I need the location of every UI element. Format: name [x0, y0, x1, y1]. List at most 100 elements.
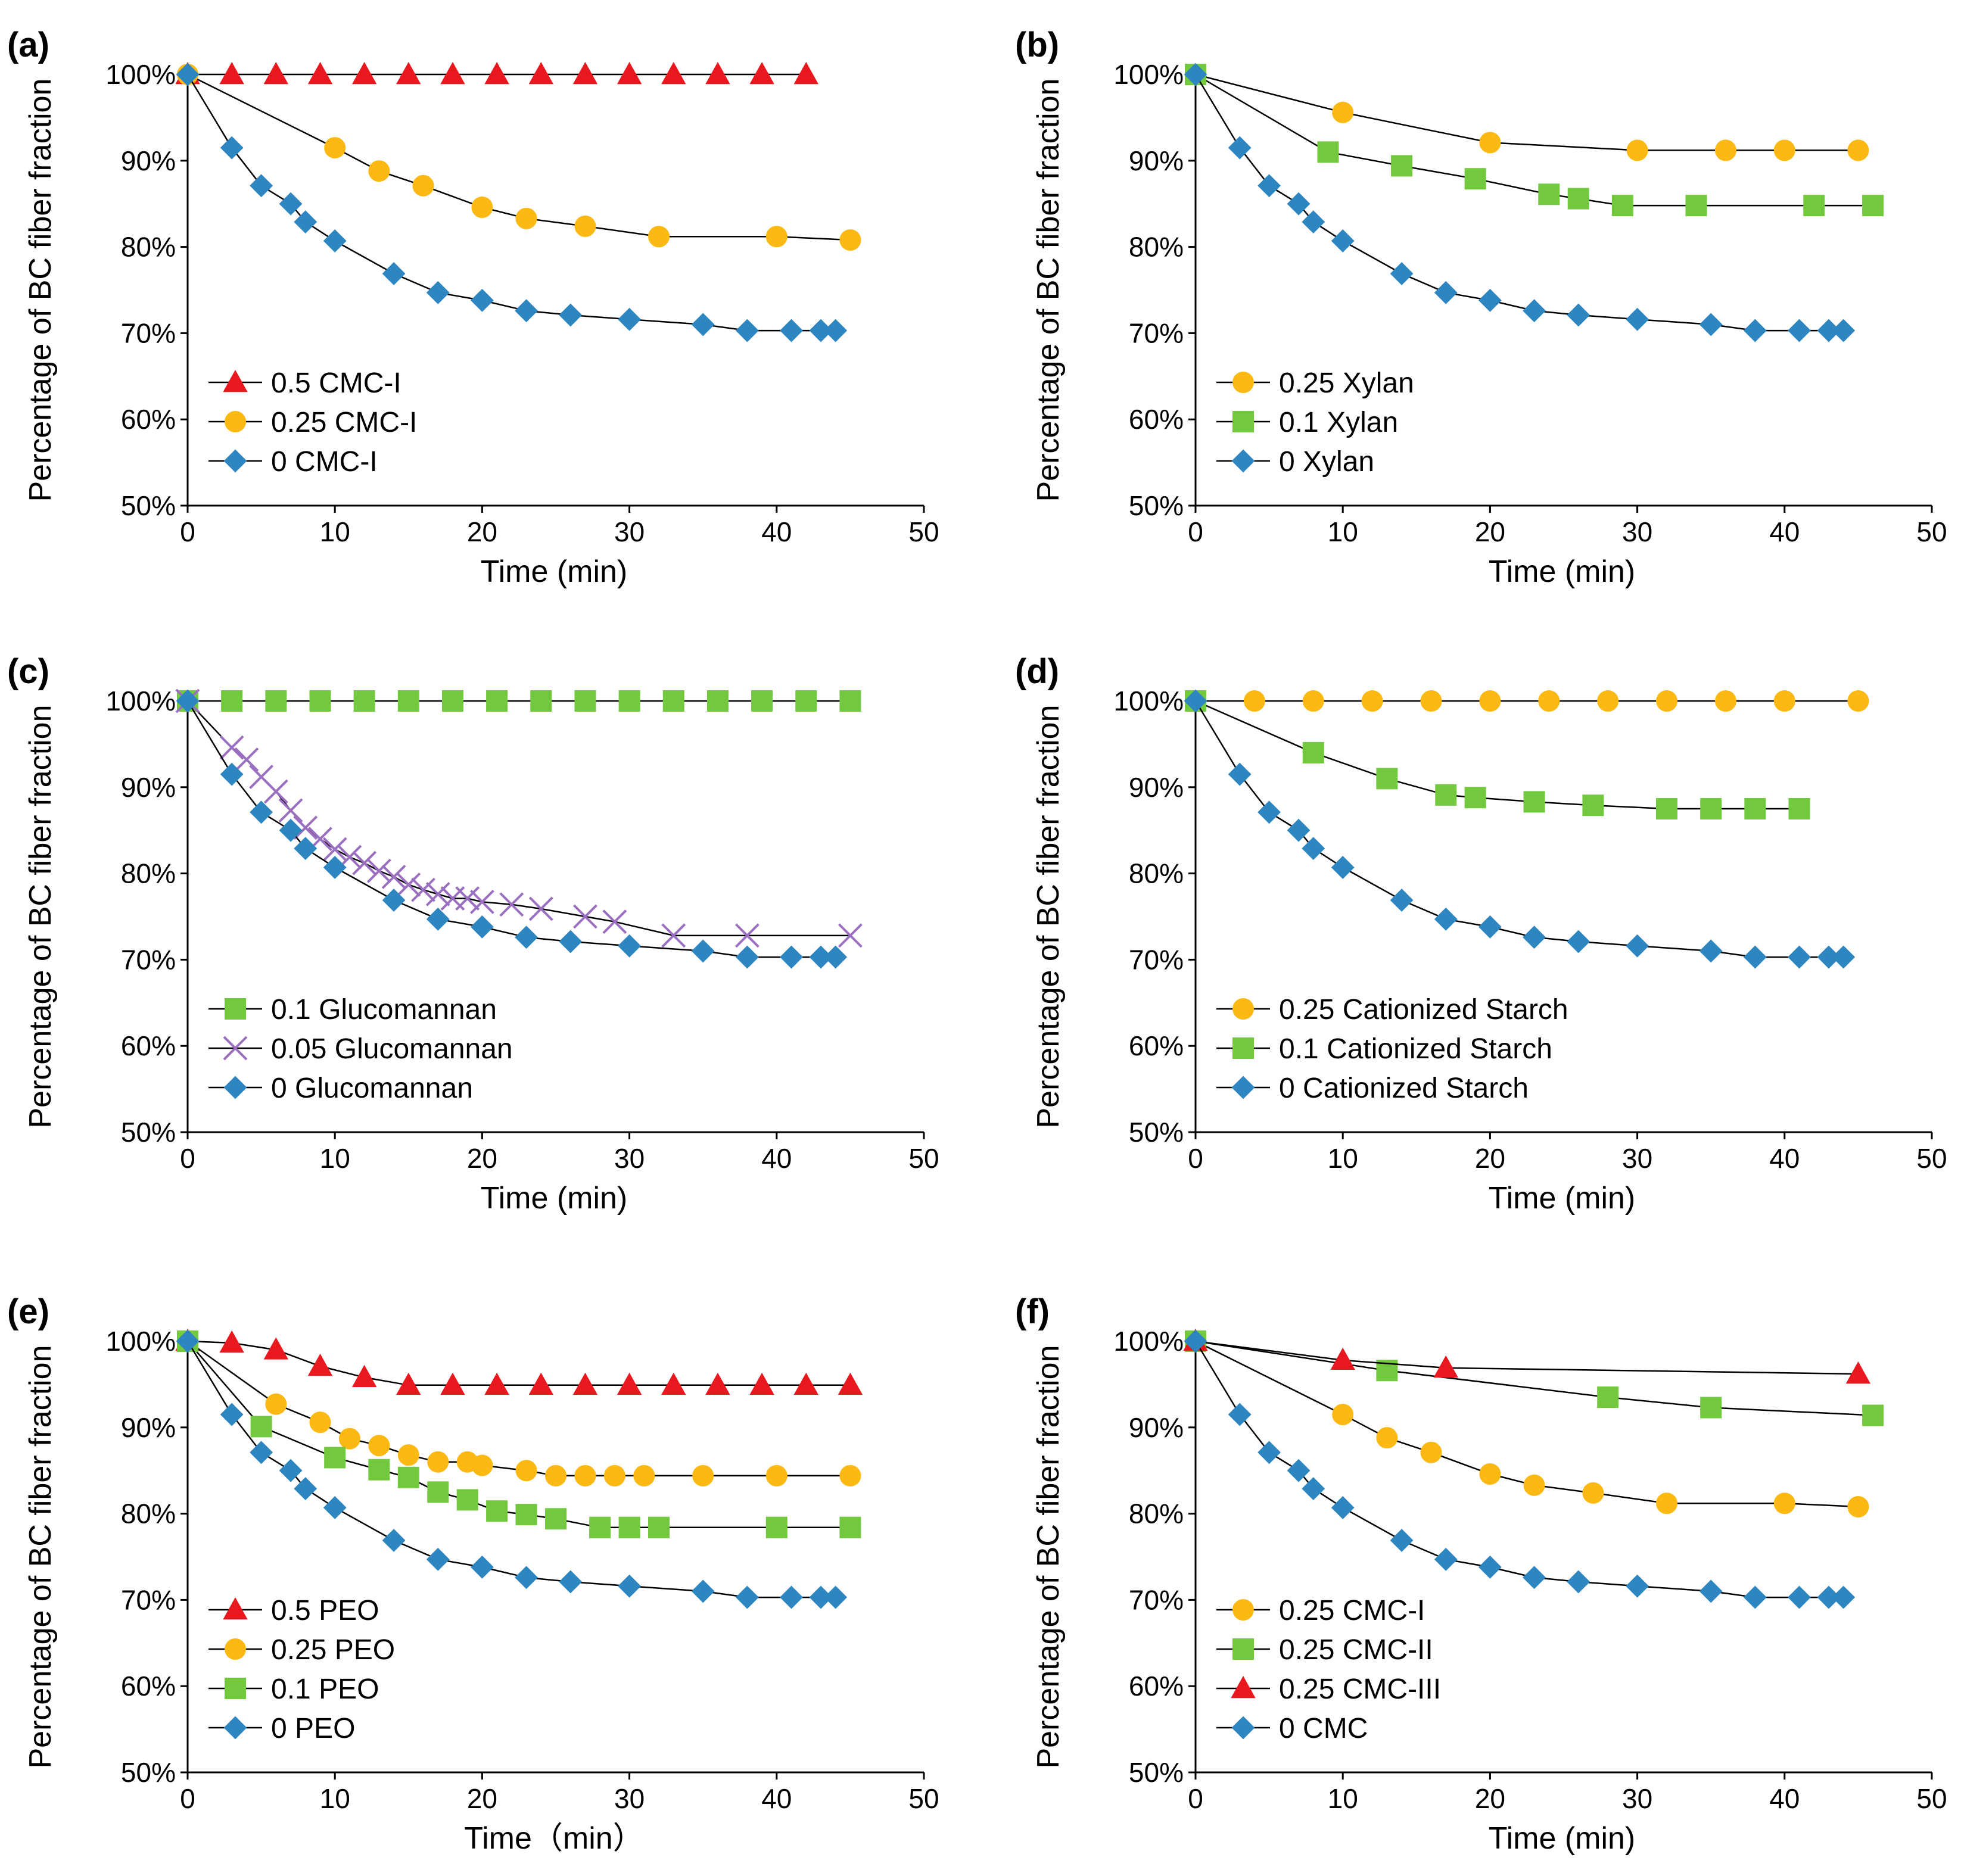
x-axis-title: Time (min) [481, 554, 628, 589]
data-point [1700, 1397, 1722, 1419]
data-point [705, 1372, 730, 1395]
data-point [765, 1464, 787, 1487]
legend-item: 0.05 Glucomannan [208, 1033, 513, 1065]
data-point [486, 1500, 508, 1522]
x-tick-label: 10 [1328, 1783, 1358, 1814]
data-point [1773, 1492, 1795, 1514]
chart-panel-a: (a) 0 10 20 30 40 50 50% 60% 70% 80% 90% 100% Time (m… [7, 26, 939, 589]
data-point [176, 63, 200, 86]
series-line [187, 73, 851, 241]
data-point [219, 61, 244, 85]
data-point [1626, 1574, 1649, 1598]
data-point [279, 1459, 303, 1482]
data-point [793, 1372, 818, 1395]
data-point [1847, 690, 1869, 712]
data-point [1523, 1474, 1545, 1496]
series-0-25-cationized-starch [1185, 690, 1869, 712]
x-tick-label: 40 [1769, 1783, 1800, 1814]
data-point [440, 1372, 465, 1395]
legend-label: 0.1 Glucomannan [271, 994, 497, 1026]
data-point [1434, 1547, 1458, 1571]
legend-item: 0 Xylan [1216, 446, 1374, 478]
data-point [1862, 195, 1884, 217]
data-point [574, 215, 596, 237]
y-tick-label: 100% [1113, 1326, 1184, 1357]
legend-label: 0.25 PEO [271, 1634, 395, 1666]
data-point [471, 1454, 493, 1476]
data-point [294, 837, 318, 861]
y-tick-label: 100% [105, 1326, 176, 1357]
legend-marker-icon [1232, 1599, 1254, 1621]
legend-marker-icon [1231, 1716, 1255, 1740]
data-point [528, 61, 553, 85]
legend-marker-icon [223, 1716, 247, 1740]
data-point [484, 61, 509, 85]
x-tick-label: 50 [908, 1143, 939, 1174]
data-point [220, 136, 244, 160]
data-point [1287, 192, 1311, 216]
series-line [1195, 1340, 1873, 1416]
panel-label: (c) [7, 652, 49, 691]
data-point [1847, 1496, 1869, 1518]
x-tick-label: 20 [1475, 1783, 1505, 1814]
y-tick-label: 70% [121, 317, 176, 348]
data-point [1390, 1529, 1414, 1552]
series-0-1-xylan [1185, 64, 1884, 217]
y-tick-label: 80% [121, 232, 176, 263]
data-point [1567, 1570, 1590, 1594]
data-point [1478, 915, 1502, 939]
data-point [661, 61, 686, 85]
data-point [824, 945, 848, 969]
legend-item: 0.1 Xylan [1216, 407, 1398, 438]
data-point [263, 61, 289, 85]
data-point [324, 1447, 346, 1469]
data-point [545, 1464, 566, 1487]
data-point [1788, 945, 1811, 969]
y-tick-label: 50% [1129, 1117, 1184, 1148]
y-axis-title: Percentage of BC fiber fraction [23, 705, 58, 1128]
data-point [250, 1416, 272, 1438]
x-tick-label: 10 [320, 1143, 350, 1174]
legend-marker-icon [1232, 411, 1254, 432]
data-point [1788, 798, 1810, 819]
data-point [441, 690, 463, 712]
data-point [735, 319, 759, 342]
data-point [250, 174, 273, 198]
data-point [1435, 784, 1457, 806]
y-tick-label: 70% [121, 1584, 176, 1615]
data-point [1832, 319, 1856, 342]
legend-item: 0 PEO [208, 1713, 355, 1744]
x-tick-label: 40 [1769, 516, 1800, 547]
chart-panel-b: (b) 0 10 20 30 40 50 50% 60% 70% 80% 90% 100% Time (m… [1015, 26, 1947, 589]
data-point [691, 1579, 715, 1603]
data-point [1302, 837, 1325, 861]
y-tick-label: 50% [121, 1117, 176, 1148]
data-point [1464, 168, 1486, 190]
legend-marker-icon [223, 449, 247, 473]
data-point [1700, 798, 1722, 819]
y-tick-label: 80% [121, 1498, 176, 1529]
data-point [838, 923, 863, 948]
data-point [1538, 690, 1560, 712]
data-point [780, 319, 803, 342]
x-tick-label: 10 [1328, 516, 1358, 547]
legend-marker-icon [223, 1076, 247, 1099]
legend-marker-icon [225, 998, 246, 1020]
data-point [352, 850, 377, 875]
data-point [426, 1547, 450, 1571]
data-point [1257, 174, 1281, 198]
x-tick-label: 30 [614, 516, 645, 547]
data-point [1803, 195, 1825, 217]
data-point [279, 818, 303, 842]
data-point [456, 1489, 478, 1511]
data-point [735, 1585, 759, 1609]
data-point [382, 889, 406, 912]
data-point [278, 798, 303, 823]
data-point [838, 1372, 863, 1395]
y-tick-label: 100% [1113, 59, 1184, 90]
legend-label: 0.25 Xylan [1279, 367, 1414, 399]
x-tick-label: 40 [761, 516, 792, 547]
data-point [1391, 155, 1413, 177]
data-point [1685, 195, 1707, 217]
data-point [366, 858, 391, 883]
